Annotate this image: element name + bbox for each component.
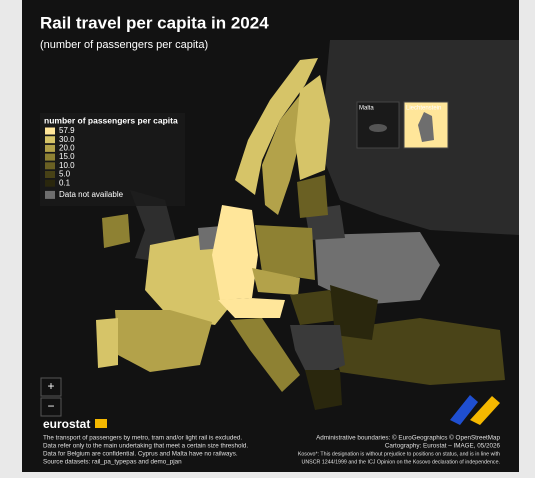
land-spain bbox=[115, 310, 212, 372]
land-poland bbox=[255, 225, 315, 280]
land-sweden bbox=[262, 95, 300, 215]
legend-swatch bbox=[45, 127, 55, 135]
inset-shape bbox=[418, 112, 434, 142]
land-ukraine bbox=[315, 232, 440, 305]
zoom-out[interactable] bbox=[40, 397, 62, 417]
attribution-line: Cartography: Eurostat – IMAGE, 05/2026 bbox=[385, 443, 501, 450]
land-germany bbox=[212, 205, 258, 300]
legend-swatch bbox=[45, 153, 55, 161]
attribution-line: UNSCR 1244/1999 and the ICJ Opinion on t… bbox=[302, 459, 500, 465]
attribution-line: Kosovo*: This designation is without pre… bbox=[298, 451, 500, 457]
logo-flag bbox=[95, 419, 107, 428]
notes: The transport of passengers by metro, tr… bbox=[43, 435, 248, 466]
zoom-in[interactable] bbox=[40, 377, 62, 397]
land-hungary bbox=[290, 290, 340, 325]
footnote: Data refer only to the main undertaking … bbox=[43, 443, 248, 450]
land-romania bbox=[330, 285, 378, 340]
land-greece bbox=[305, 370, 342, 410]
legend: number of passengers per capita 57.930.0… bbox=[40, 113, 185, 206]
attribution-line: Administrative boundaries: © EuroGeograp… bbox=[316, 434, 500, 442]
inset-label: Malta bbox=[359, 106, 374, 112]
legend-swatch bbox=[45, 171, 55, 178]
zoom-out-label[interactable]: − bbox=[47, 399, 54, 413]
legend-title: number of passengers per capita bbox=[44, 115, 178, 125]
footnote: Source datasets: rail_pa_typepas and dem… bbox=[43, 459, 182, 466]
subtitle: (number of passengers per capita) bbox=[40, 39, 208, 51]
title: Rail travel per capita in 2024 bbox=[40, 13, 269, 32]
land-czechia bbox=[252, 268, 300, 295]
inset-shape bbox=[369, 124, 387, 132]
land-finland bbox=[295, 75, 330, 180]
land-baltics bbox=[297, 175, 328, 218]
legend-swatch bbox=[45, 190, 55, 199]
legend-swatch bbox=[45, 179, 55, 187]
legend-label: 15.0 bbox=[59, 152, 75, 161]
brand-mark bbox=[450, 395, 478, 425]
attribution: Administrative boundaries: © EuroGeograp… bbox=[298, 434, 501, 466]
brand-mark bbox=[470, 396, 500, 425]
land-balkans bbox=[290, 325, 345, 380]
footnote: The transport of passengers by metro, tr… bbox=[43, 435, 242, 442]
legend-label: 30.0 bbox=[59, 135, 75, 144]
land-italy bbox=[230, 318, 300, 392]
legend-label: 5.0 bbox=[59, 170, 71, 179]
inset-label: Liechtenstein bbox=[406, 106, 441, 112]
legend-box bbox=[40, 113, 185, 206]
legend-swatch bbox=[45, 144, 55, 152]
legend-swatch bbox=[45, 136, 55, 144]
logo: eurostat bbox=[43, 417, 90, 431]
zoom-in-label[interactable]: + bbox=[47, 379, 54, 393]
legend-label: 57.9 bbox=[59, 126, 75, 135]
footnote: Data for Belgium are confidential. Cypru… bbox=[43, 451, 238, 458]
land-alps bbox=[218, 298, 285, 318]
map-shapes bbox=[96, 40, 519, 410]
land-ireland bbox=[102, 214, 130, 248]
land-portugal bbox=[96, 318, 118, 368]
legend-label: 0.1 bbox=[59, 178, 71, 187]
legend-label: 10.0 bbox=[59, 161, 75, 170]
legend-label: 20.0 bbox=[59, 144, 75, 153]
legend-swatch bbox=[45, 162, 55, 170]
land-turkey bbox=[330, 318, 505, 385]
legend-label: Data not available bbox=[59, 190, 124, 199]
land-norway bbox=[235, 58, 318, 195]
